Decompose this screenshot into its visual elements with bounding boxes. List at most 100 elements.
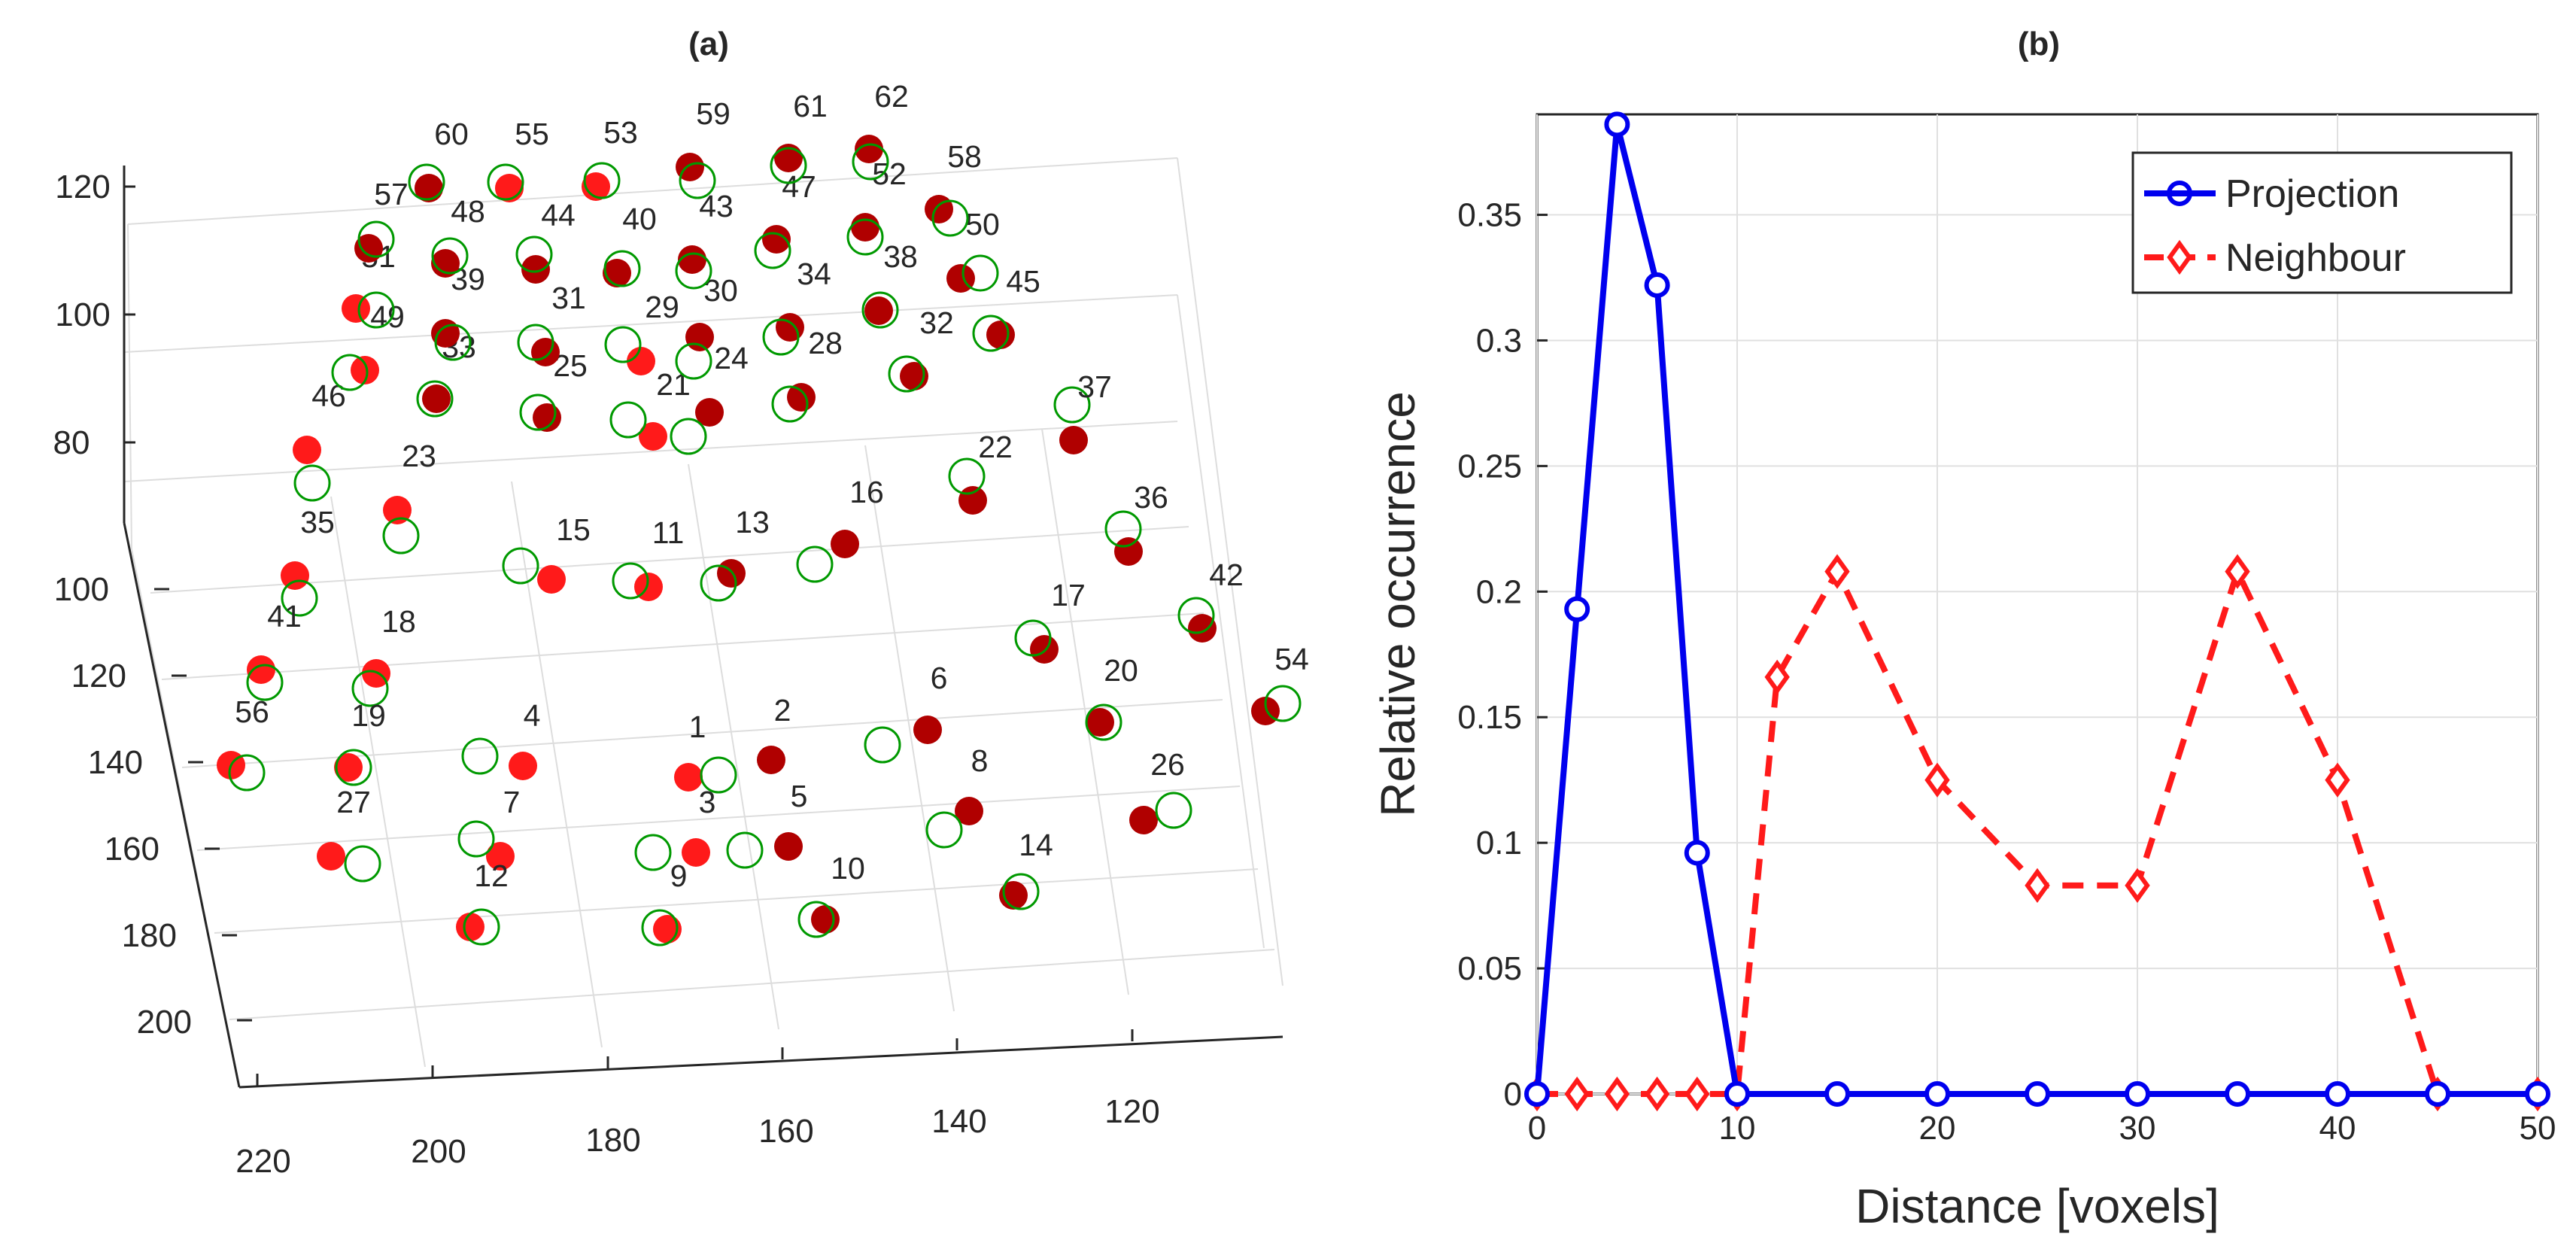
panel-b-grid bbox=[1536, 114, 2538, 1095]
point-label: 31 bbox=[551, 281, 586, 315]
point-label: 35 bbox=[300, 505, 335, 539]
reference-marker bbox=[1104, 510, 1142, 548]
point-8: 8 bbox=[925, 743, 989, 849]
reference-marker bbox=[228, 754, 266, 792]
detected-marker bbox=[334, 753, 363, 782]
point-21: 21 bbox=[609, 367, 691, 451]
point-label: 62 bbox=[874, 79, 909, 114]
data-point bbox=[2125, 1081, 2150, 1107]
point-label: 57 bbox=[374, 177, 409, 211]
data-point bbox=[2025, 868, 2050, 904]
reference-marker bbox=[604, 326, 642, 363]
point-23: 23 bbox=[382, 439, 436, 555]
detected-marker bbox=[456, 913, 485, 941]
point-label: 53 bbox=[603, 115, 638, 150]
detected-marker bbox=[342, 294, 370, 323]
point-4: 4 bbox=[461, 698, 541, 780]
point-label: 18 bbox=[381, 604, 416, 639]
detected-marker bbox=[925, 195, 953, 223]
point-label: 29 bbox=[645, 290, 679, 324]
reference-marker bbox=[1002, 873, 1040, 910]
point-54: 54 bbox=[1251, 642, 1309, 725]
reference-marker bbox=[961, 254, 999, 292]
reference-marker bbox=[675, 252, 712, 290]
z-tick-80: 80 bbox=[53, 424, 90, 461]
x-tick-160: 160 bbox=[758, 1113, 813, 1150]
reference-marker bbox=[700, 564, 737, 602]
detected-marker bbox=[1114, 537, 1143, 566]
detected-marker bbox=[422, 384, 451, 413]
point-20: 20 bbox=[1085, 653, 1138, 741]
point-label: 56 bbox=[235, 694, 269, 729]
z-tick-120: 120 bbox=[55, 169, 110, 205]
reference-marker bbox=[634, 834, 672, 871]
data-point bbox=[1924, 1081, 1950, 1107]
point-label: 14 bbox=[1019, 828, 1053, 862]
point-22: 22 bbox=[948, 430, 1013, 515]
point-label: 37 bbox=[1077, 369, 1112, 404]
reference-marker bbox=[583, 162, 621, 199]
point-label: 8 bbox=[971, 743, 989, 778]
y-tick-140: 140 bbox=[88, 744, 143, 781]
y-tick-label: 0.1 bbox=[1476, 825, 1522, 861]
reference-marker bbox=[726, 831, 764, 869]
x-tick-140: 140 bbox=[931, 1103, 986, 1140]
point-label: 58 bbox=[947, 139, 982, 174]
reference-marker bbox=[846, 218, 884, 256]
point-label: 11 bbox=[652, 515, 685, 550]
y-tick-160: 160 bbox=[105, 831, 159, 868]
point-label: 45 bbox=[1006, 264, 1040, 299]
point-label: 9 bbox=[670, 858, 688, 893]
point-label: 61 bbox=[793, 89, 828, 123]
point-61: 61 bbox=[770, 89, 828, 184]
point-24: 24 bbox=[670, 341, 749, 455]
detected-marker bbox=[855, 135, 883, 163]
point-label: 21 bbox=[656, 367, 691, 402]
reference-marker bbox=[517, 324, 554, 361]
y-tick-label: 0.15 bbox=[1457, 699, 1522, 736]
point-label: 42 bbox=[1209, 558, 1244, 592]
point-26: 26 bbox=[1129, 747, 1192, 834]
point-55: 55 bbox=[487, 117, 549, 202]
detected-marker bbox=[415, 174, 443, 202]
point-7: 7 bbox=[457, 785, 520, 871]
point-label: 36 bbox=[1134, 480, 1168, 515]
point-label: 19 bbox=[351, 698, 386, 733]
detected-marker bbox=[682, 838, 710, 867]
reference-marker bbox=[519, 394, 557, 431]
data-point bbox=[1724, 1081, 1750, 1107]
reference-marker bbox=[948, 457, 986, 495]
detected-marker bbox=[685, 323, 714, 351]
detected-marker bbox=[787, 383, 816, 412]
point-10: 10 bbox=[797, 851, 865, 938]
y-tick-200: 200 bbox=[137, 1004, 192, 1041]
reference-marker bbox=[463, 908, 500, 946]
data-point bbox=[1644, 1076, 1670, 1112]
point-42: 42 bbox=[1177, 558, 1244, 643]
y-tick-label: 0.2 bbox=[1476, 573, 1522, 610]
reference-marker bbox=[700, 756, 737, 794]
reference-marker bbox=[293, 464, 331, 502]
detected-marker bbox=[351, 356, 379, 384]
panel-b-series bbox=[1524, 111, 2550, 1112]
data-point bbox=[2125, 868, 2150, 904]
detected-marker bbox=[486, 842, 515, 871]
reference-marker bbox=[1177, 597, 1215, 634]
reference-marker bbox=[864, 726, 901, 764]
detected-marker bbox=[281, 561, 309, 590]
x-tick-label: 30 bbox=[2119, 1110, 2156, 1147]
point-60: 60 bbox=[408, 117, 469, 202]
point-label: 59 bbox=[696, 96, 731, 131]
point-label: 1 bbox=[689, 710, 706, 744]
point-41: 41 bbox=[246, 599, 302, 701]
panel-b-line-chart: (b) 0 10 20 30 40 50 0 0.05 0.1 0.15 0.2 0.25 0.3 0.3… bbox=[1371, 26, 2556, 1233]
reference-marker bbox=[679, 162, 716, 199]
data-point bbox=[1564, 596, 1590, 622]
x-tick-220: 220 bbox=[235, 1143, 290, 1180]
detected-marker bbox=[695, 398, 724, 427]
point-label: 4 bbox=[524, 698, 541, 733]
legend-projection-label: Projection bbox=[2225, 172, 2399, 216]
detected-marker bbox=[676, 153, 704, 181]
detected-marker bbox=[955, 797, 983, 825]
detected-marker bbox=[317, 842, 345, 871]
